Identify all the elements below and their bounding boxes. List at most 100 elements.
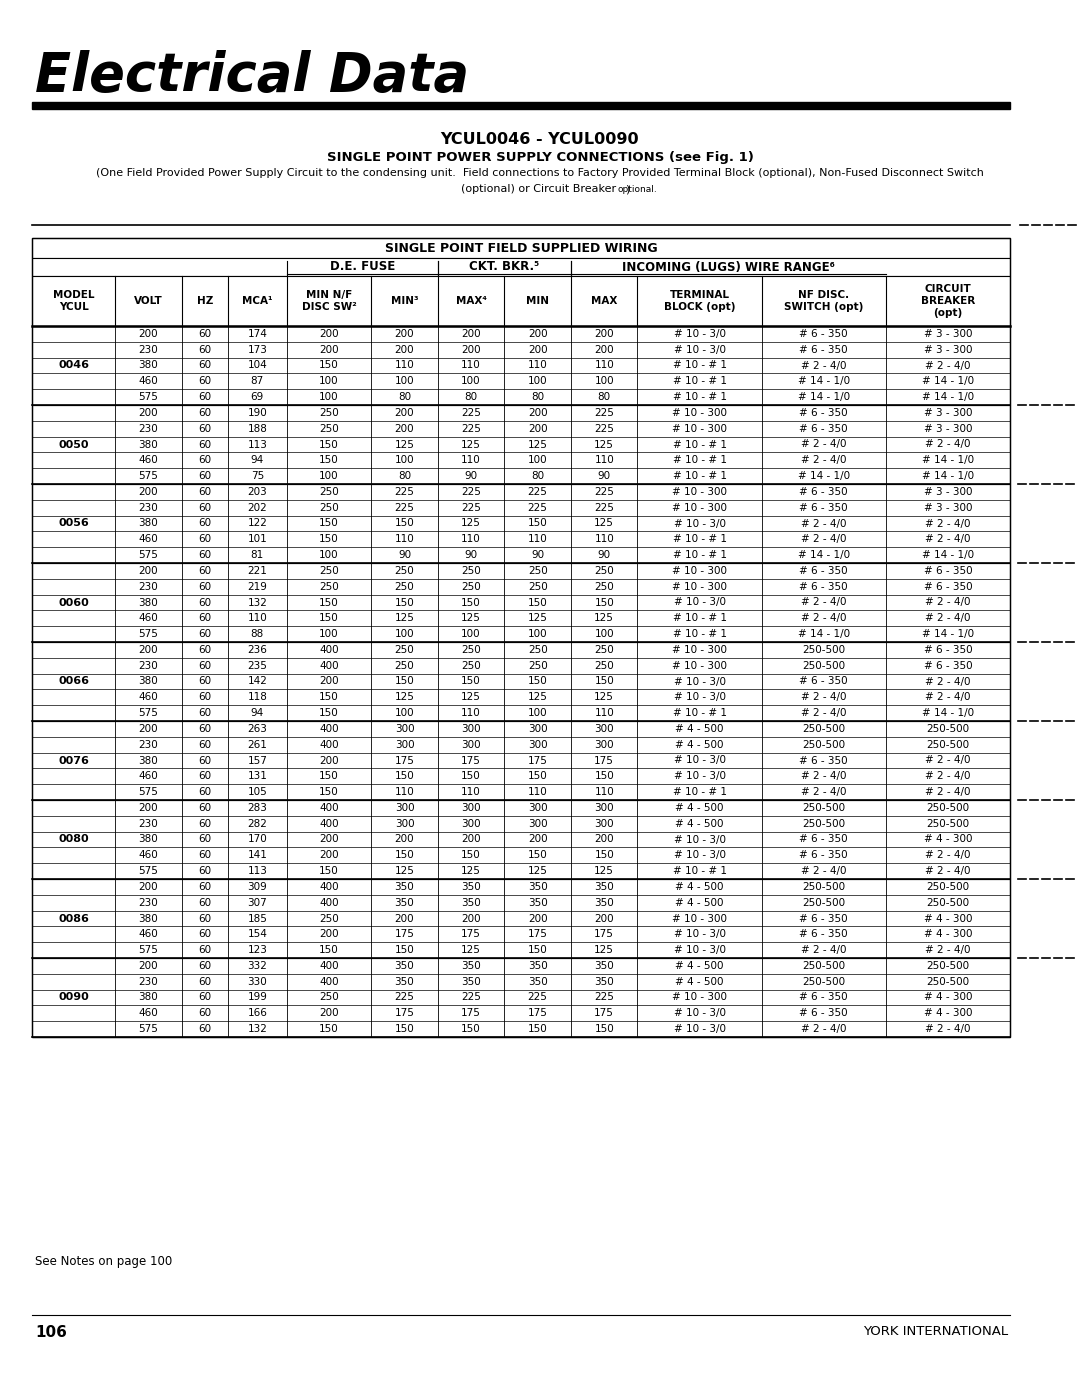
Text: 60: 60 [199, 693, 212, 703]
Text: # 14 - 1/0: # 14 - 1/0 [922, 455, 974, 465]
Text: D.E. FUSE: D.E. FUSE [329, 260, 395, 274]
Text: 157: 157 [247, 756, 267, 766]
Text: 60: 60 [199, 708, 212, 718]
Text: # 2 - 4/0: # 2 - 4/0 [801, 1024, 847, 1034]
Text: 250-500: 250-500 [802, 739, 846, 750]
Text: 460: 460 [138, 693, 159, 703]
Text: 105: 105 [247, 787, 267, 798]
Text: 141: 141 [247, 851, 267, 861]
Text: # 4 - 500: # 4 - 500 [675, 739, 724, 750]
Text: 174: 174 [247, 328, 267, 339]
Text: 110: 110 [247, 613, 267, 623]
Text: 250: 250 [594, 566, 615, 576]
Text: 150: 150 [394, 1024, 415, 1034]
Text: # 2 - 4/0: # 2 - 4/0 [801, 771, 847, 781]
Text: 350: 350 [461, 882, 481, 891]
Text: # 6 - 350: # 6 - 350 [799, 834, 848, 845]
Text: 250: 250 [319, 914, 339, 923]
Text: 230: 230 [138, 503, 159, 513]
Text: 113: 113 [247, 866, 267, 876]
Text: 132: 132 [247, 1024, 267, 1034]
Text: # 14 - 1/0: # 14 - 1/0 [798, 550, 850, 560]
Text: SINGLE POINT FIELD SUPPLIED WIRING: SINGLE POINT FIELD SUPPLIED WIRING [384, 242, 658, 254]
Text: # 4 - 300: # 4 - 300 [923, 929, 972, 939]
Text: 60: 60 [199, 376, 212, 387]
Text: 90: 90 [531, 550, 544, 560]
Text: 250: 250 [461, 566, 481, 576]
Text: # 6 - 350: # 6 - 350 [923, 645, 972, 655]
Text: 250-500: 250-500 [802, 645, 846, 655]
Text: 150: 150 [319, 518, 339, 528]
Text: # 2 - 4/0: # 2 - 4/0 [926, 360, 971, 370]
Text: 400: 400 [320, 977, 339, 986]
Text: 175: 175 [461, 1009, 481, 1018]
Text: 250-500: 250-500 [927, 739, 970, 750]
Bar [32, 326, 1010, 405]
Text: 250-500: 250-500 [802, 961, 846, 971]
Text: 250: 250 [394, 661, 415, 671]
Text: 225: 225 [394, 488, 415, 497]
Text: 150: 150 [319, 598, 339, 608]
Text: 150: 150 [394, 518, 415, 528]
Text: 250: 250 [394, 645, 415, 655]
Text: 200: 200 [320, 345, 339, 355]
Text: 150: 150 [528, 946, 548, 956]
Text: 350: 350 [394, 898, 415, 908]
Text: 110: 110 [394, 360, 415, 370]
Text: # 14 - 1/0: # 14 - 1/0 [922, 376, 974, 387]
Text: 113: 113 [247, 440, 267, 450]
Text: 60: 60 [199, 787, 212, 798]
Text: 250-500: 250-500 [802, 882, 846, 891]
Bar [32, 958, 1010, 1037]
Text: 225: 225 [461, 408, 481, 418]
Text: # 2 - 4/0: # 2 - 4/0 [801, 946, 847, 956]
Text: # 10 - 3/0: # 10 - 3/0 [674, 345, 726, 355]
Text: 150: 150 [394, 851, 415, 861]
Text: 90: 90 [464, 550, 477, 560]
Text: 221: 221 [247, 566, 267, 576]
Text: 250: 250 [461, 645, 481, 655]
Text: YORK INTERNATIONAL: YORK INTERNATIONAL [863, 1324, 1008, 1338]
Text: 60: 60 [199, 598, 212, 608]
Text: 400: 400 [320, 882, 339, 891]
Text: 125: 125 [594, 693, 615, 703]
Text: # 10 - 3/0: # 10 - 3/0 [674, 946, 726, 956]
Bar [32, 563, 1010, 643]
Text: 350: 350 [394, 882, 415, 891]
Text: 225: 225 [528, 488, 548, 497]
Text: 400: 400 [320, 803, 339, 813]
Text: # 2 - 4/0: # 2 - 4/0 [801, 708, 847, 718]
Text: 150: 150 [319, 708, 339, 718]
Text: 225: 225 [461, 488, 481, 497]
Text: 125: 125 [394, 613, 415, 623]
Text: # 2 - 4/0: # 2 - 4/0 [801, 518, 847, 528]
Text: 104: 104 [247, 360, 267, 370]
Text: 0060: 0060 [58, 598, 89, 608]
Text: 125: 125 [461, 946, 481, 956]
Text: 575: 575 [138, 708, 159, 718]
Text: # 10 - # 1: # 10 - # 1 [673, 393, 727, 402]
Text: 250-500: 250-500 [927, 882, 970, 891]
Text: 261: 261 [247, 739, 267, 750]
Text: # 2 - 4/0: # 2 - 4/0 [926, 756, 971, 766]
Text: # 14 - 1/0: # 14 - 1/0 [798, 376, 850, 387]
Text: 575: 575 [138, 629, 159, 638]
Text: 460: 460 [138, 455, 159, 465]
Text: 100: 100 [320, 393, 339, 402]
Text: # 10 - 3/0: # 10 - 3/0 [674, 598, 726, 608]
Text: # 3 - 300: # 3 - 300 [923, 488, 972, 497]
Text: 60: 60 [199, 581, 212, 592]
Text: 380: 380 [138, 756, 159, 766]
Text: 110: 110 [394, 534, 415, 545]
Text: 188: 188 [247, 423, 267, 433]
Text: # 6 - 350: # 6 - 350 [799, 488, 848, 497]
Text: 400: 400 [320, 739, 339, 750]
Text: 60: 60 [199, 851, 212, 861]
Text: 60: 60 [199, 1009, 212, 1018]
Text: 60: 60 [199, 724, 212, 733]
Text: 100: 100 [528, 708, 548, 718]
Text: 150: 150 [319, 693, 339, 703]
Text: 460: 460 [138, 929, 159, 939]
Text: 250: 250 [319, 408, 339, 418]
Text: 200: 200 [394, 423, 415, 433]
